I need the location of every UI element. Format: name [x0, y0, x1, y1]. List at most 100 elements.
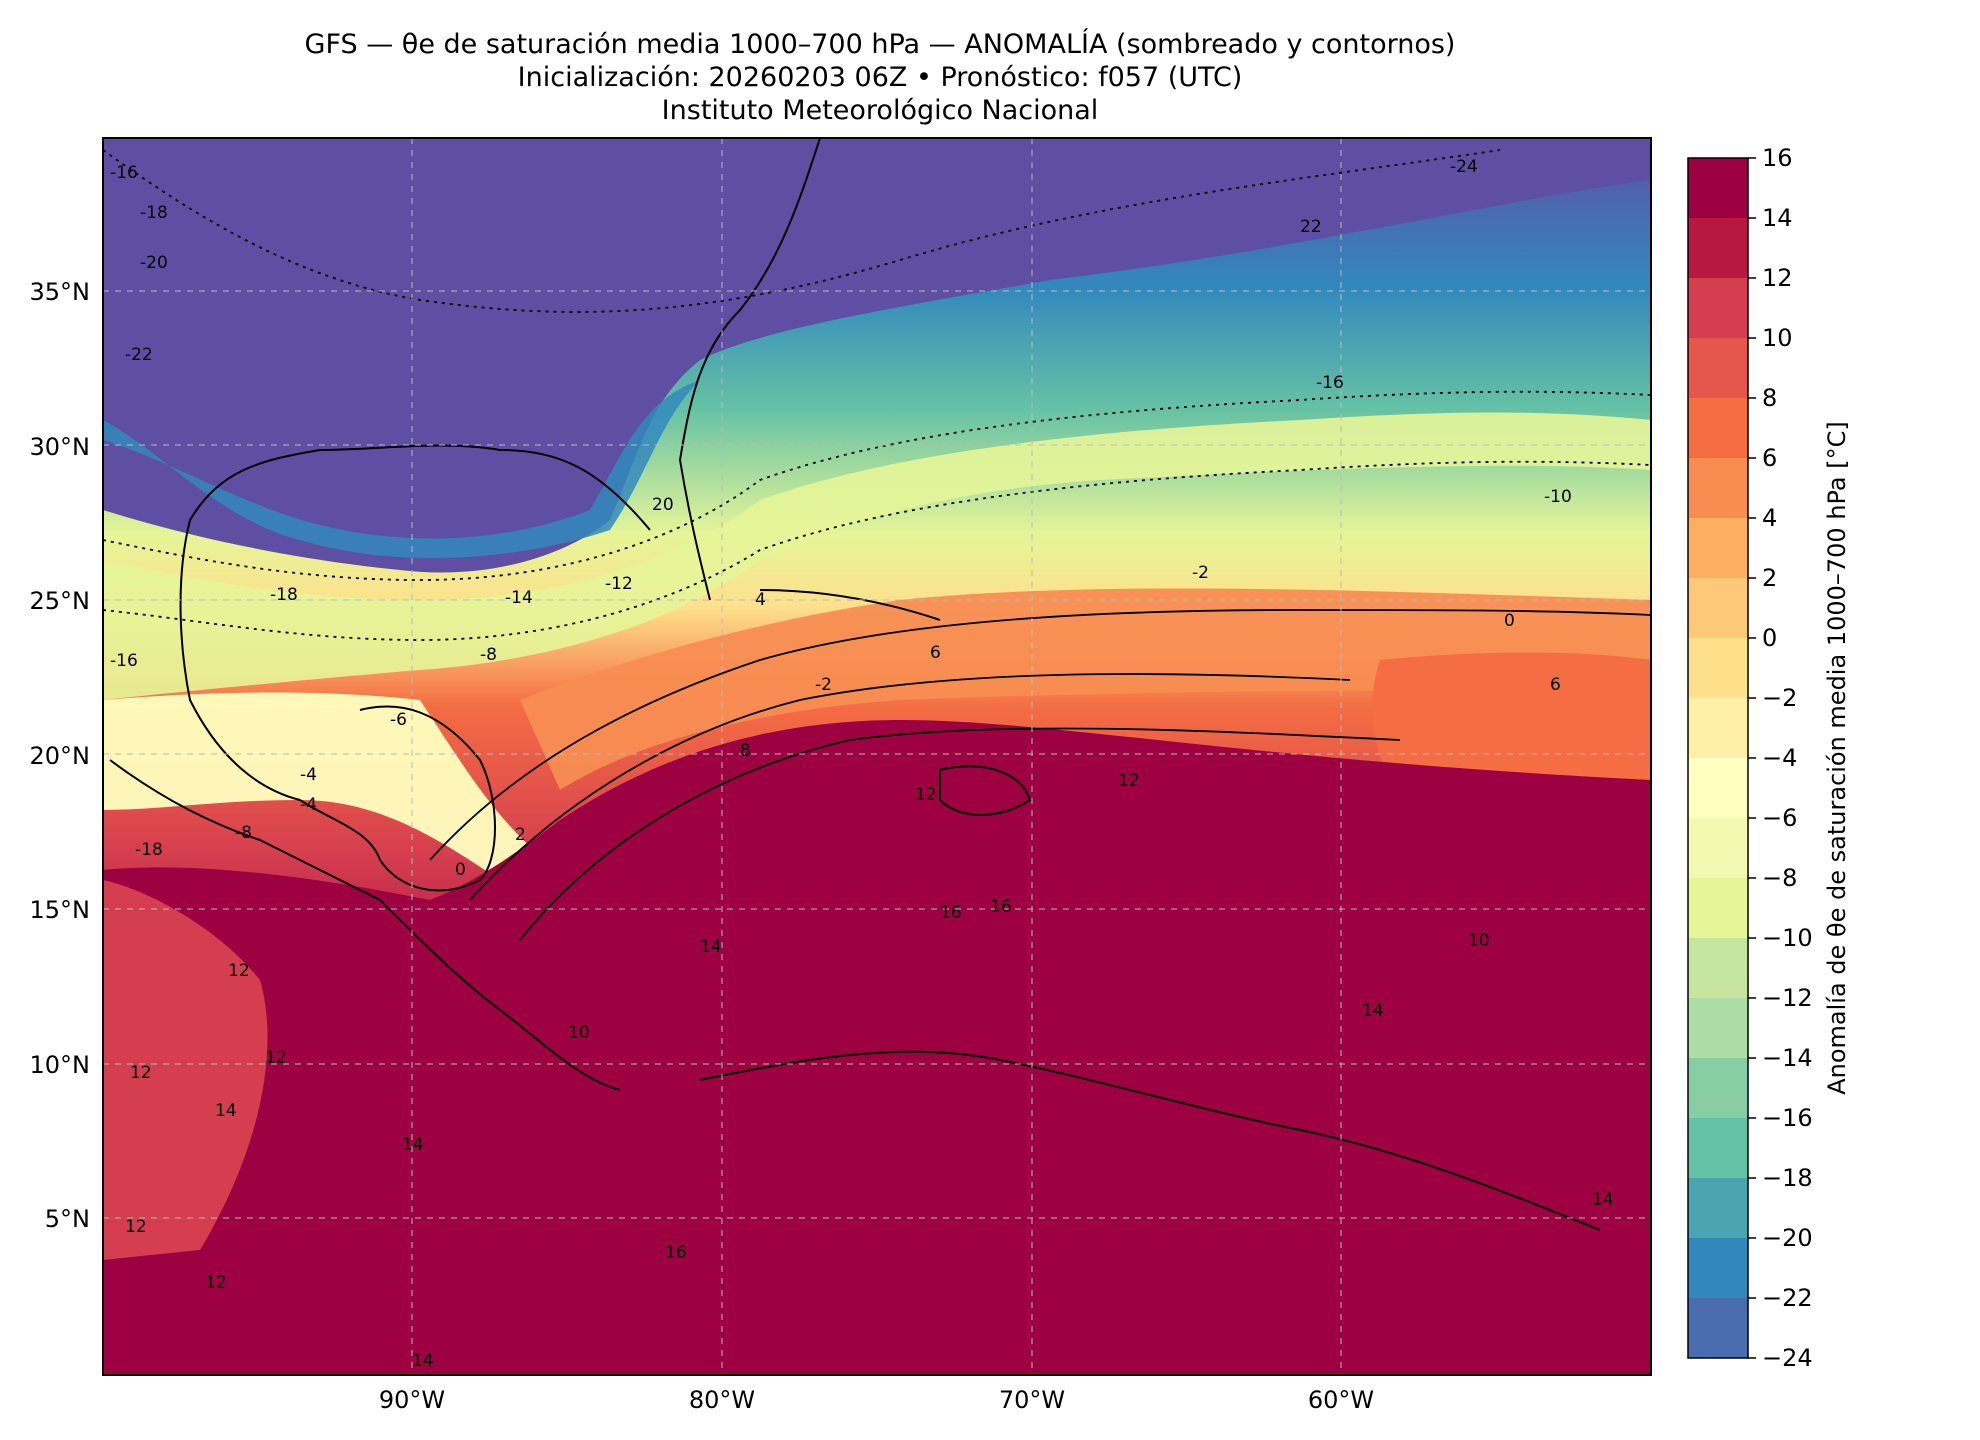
contour-label: 12	[1118, 771, 1140, 791]
lat-tick-labels: 35°N 30°N 25°N 20°N 15°N 10°N 5°N	[30, 278, 91, 1233]
lat-tick-label: 5°N	[45, 1205, 90, 1233]
contour-label: -22	[125, 345, 153, 365]
contour-label: 14	[1592, 1190, 1614, 1210]
contour-label: 8	[740, 741, 751, 761]
contour-label: 14	[700, 937, 722, 957]
colorbar-tick-label: −22	[1762, 1284, 1813, 1312]
colorbar-tick-label: −10	[1762, 924, 1813, 952]
contour-label: 12	[228, 961, 250, 981]
contour-label: -12	[605, 574, 633, 594]
colorbar-segment	[1688, 878, 1748, 939]
colorbar-tick-label: −18	[1762, 1164, 1813, 1192]
colorbar-segment	[1688, 1238, 1748, 1299]
colorbar-ticks: 16 14 12 10 8 6 4 2 0 −2 −4 −6 −8 −10 −12 −14 −16 −18 −20 −…	[1748, 144, 1813, 1372]
colorbar-segment	[1688, 938, 1748, 999]
contour-label: 16	[940, 903, 962, 923]
contour-label: -8	[480, 645, 497, 665]
contour-label: -16	[1316, 373, 1344, 393]
lat-tick-label: 20°N	[30, 742, 91, 770]
colorbar-segment	[1688, 338, 1748, 399]
cool-band-1	[103, 380, 700, 559]
colorbar-segment	[1688, 518, 1748, 579]
warm-band	[520, 588, 1651, 790]
hispaniola-coast	[939, 765, 1032, 816]
lat-tick-label: 15°N	[30, 896, 91, 924]
lon-tick-labels: 90°W 80°W 70°W 60°W	[379, 1386, 1374, 1414]
contour-label: 0	[1504, 611, 1515, 631]
neutral-band	[103, 412, 1651, 700]
contour-label: 6	[1550, 675, 1561, 695]
contour-label: -18	[270, 585, 298, 605]
contour-pos-4	[469, 673, 1351, 901]
lon-tick-label: 70°W	[999, 1386, 1065, 1414]
colorbar-segment	[1688, 998, 1748, 1059]
contour-label: 12	[125, 1217, 147, 1237]
contour-label: -18	[135, 840, 163, 860]
us-east-coast	[678, 138, 821, 601]
contour-label: -4	[300, 765, 317, 785]
contour-label: -8	[235, 823, 252, 843]
contour-label: 12	[130, 1063, 152, 1083]
contour-label: 14	[215, 1101, 237, 1121]
colorbar-tick-label: 2	[1762, 564, 1777, 592]
contour-label: 12	[205, 1273, 227, 1293]
south-america-coast	[699, 1050, 1601, 1231]
contour-label: -14	[505, 588, 533, 608]
lat-tick-label: 25°N	[30, 587, 91, 615]
colorbar-tick-label: −14	[1762, 1044, 1813, 1072]
yucatan-neutral	[103, 692, 560, 880]
colorbar-tick-label: −4	[1762, 744, 1797, 772]
colorbar-segment	[1688, 818, 1748, 879]
colorbar-segment	[1688, 698, 1748, 759]
colorbar-tick-label: 10	[1762, 324, 1793, 352]
coastlines	[109, 138, 1601, 1231]
map-subtitle-institute: Instituto Meteorológico Nacional	[661, 95, 1099, 126]
colorbar-segment	[1688, 578, 1748, 639]
colorbar-segment	[1688, 278, 1748, 339]
contour-label: 20	[652, 495, 674, 515]
pacific-warm-patch	[103, 880, 268, 1260]
colorbar-tick-label: −16	[1762, 1104, 1813, 1132]
gridlines	[103, 138, 1651, 1375]
colorbar-tick-label: 8	[1762, 384, 1777, 412]
contour-label: 14	[412, 1351, 434, 1371]
colorbar-tick-label: 0	[1762, 624, 1777, 652]
colorbar-segment	[1688, 218, 1748, 279]
colorbar-tick-label: −2	[1762, 684, 1797, 712]
colorbar-segment	[1688, 158, 1748, 219]
contour-label: 10	[1468, 931, 1490, 951]
lat-tick-label: 10°N	[30, 1051, 91, 1079]
contour-label: -16	[110, 651, 138, 671]
cold-anomaly-region	[103, 138, 1651, 573]
colorbar-tick-label: 12	[1762, 264, 1793, 292]
contour-label: -2	[1192, 563, 1209, 583]
contour-label: 14	[1362, 1001, 1384, 1021]
title-block: GFS — θe de saturación media 1000–700 hP…	[100, 28, 1660, 127]
colorbar-tick-label: 16	[1762, 144, 1793, 172]
colorbar-tick-label: −24	[1762, 1344, 1813, 1372]
contour-label: 2	[515, 825, 526, 845]
contour-label: -2	[815, 675, 832, 695]
central-america-coast	[109, 759, 621, 1091]
contour-label: 0	[455, 860, 466, 880]
colorbar-tick-label: 6	[1762, 444, 1777, 472]
lon-tick-label: 80°W	[689, 1386, 755, 1414]
warm-anomaly-south	[103, 720, 1651, 1375]
contour-pos-8	[519, 727, 1401, 941]
contour-label: -20	[140, 253, 168, 273]
map-frame	[102, 137, 1652, 1376]
colorbar-segment	[1688, 1298, 1748, 1359]
colorbar-segment	[1688, 638, 1748, 699]
contour-label: -16	[110, 163, 138, 183]
lon-tick-label: 90°W	[379, 1386, 445, 1414]
map-subtitle-init: Inicialización: 20260203 06Z • Pronóstic…	[517, 62, 1243, 93]
colorbar-segment	[1688, 458, 1748, 519]
contour-neg-1	[103, 149, 1501, 313]
contour-label: 22	[1300, 217, 1322, 237]
contour-label: -18	[140, 203, 168, 223]
colorbar-tick-label: −12	[1762, 984, 1813, 1012]
contour-label: -4	[300, 795, 317, 815]
colorbar-tick-label: −8	[1762, 864, 1797, 892]
lat-tick-label: 35°N	[30, 278, 91, 306]
